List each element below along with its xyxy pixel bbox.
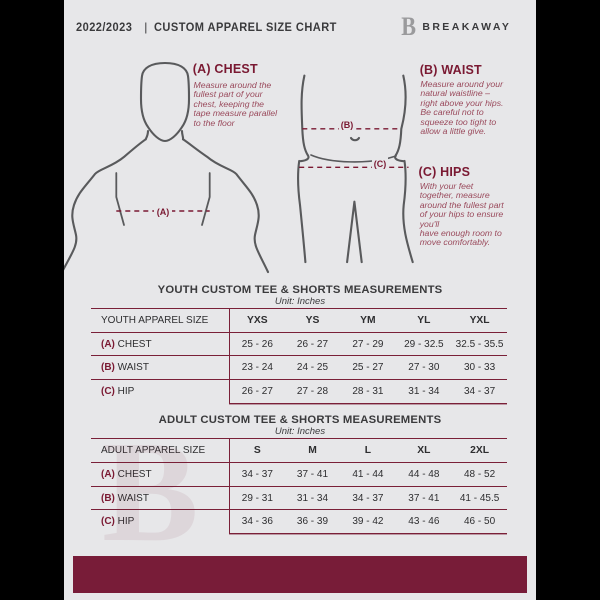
svg-text:(B): (B): [341, 120, 354, 130]
svg-text:(C): (C): [374, 159, 387, 169]
svg-text:(A): (A): [157, 207, 170, 217]
